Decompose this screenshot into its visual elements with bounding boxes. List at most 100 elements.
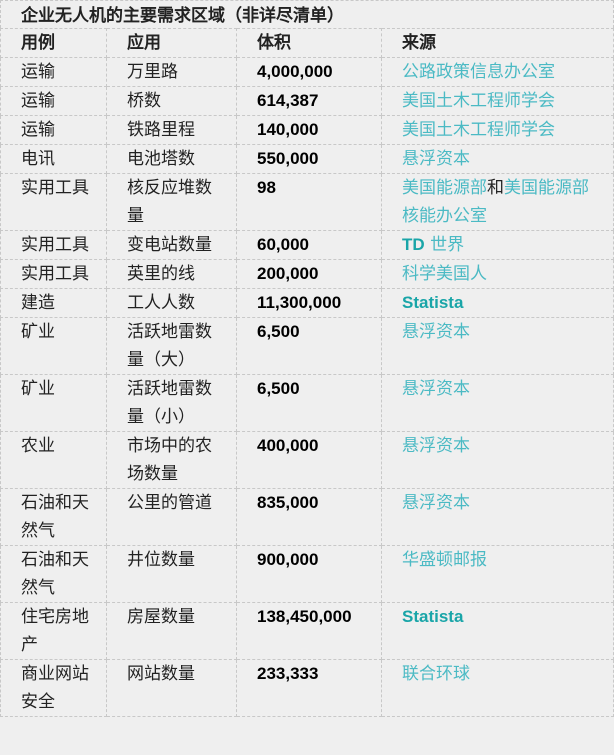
table-row: 实用工具 英里的线 200,000 科学美国人 bbox=[0, 259, 614, 289]
use-case-cell: 实用工具 bbox=[0, 259, 107, 289]
source-link[interactable]: 悬浮资本 bbox=[402, 149, 470, 169]
application-cell: 公里的管道 bbox=[106, 488, 237, 546]
source-cell: 悬浮资本 bbox=[381, 431, 614, 489]
application-cell: 变电站数量 bbox=[106, 230, 237, 260]
application-cell: 核反应堆数量 bbox=[106, 173, 237, 231]
volume-cell: 400,000 bbox=[236, 431, 382, 489]
source-link[interactable]: TD bbox=[402, 235, 425, 254]
volume-cell: 140,000 bbox=[236, 115, 382, 145]
source-link[interactable]: 悬浮资本 bbox=[402, 379, 470, 399]
source-link[interactable]: 美国能源部 bbox=[402, 178, 487, 198]
source-link[interactable]: 科学美国人 bbox=[402, 264, 487, 284]
application-cell: 电池塔数 bbox=[106, 144, 237, 174]
header-application: 应用 bbox=[106, 28, 237, 58]
volume-cell: 614,387 bbox=[236, 86, 382, 116]
use-case-cell: 石油和天然气 bbox=[0, 488, 107, 546]
volume-cell: 835,000 bbox=[236, 488, 382, 546]
use-case-cell: 实用工具 bbox=[0, 173, 107, 231]
use-case-cell: 建造 bbox=[0, 288, 107, 318]
source-link[interactable]: 悬浮资本 bbox=[402, 493, 470, 513]
volume-cell: 11,300,000 bbox=[236, 288, 382, 318]
application-cell: 桥数 bbox=[106, 86, 237, 116]
source-cell: 公路政策信息办公室 bbox=[381, 57, 614, 87]
application-cell: 万里路 bbox=[106, 57, 237, 87]
source-cell: 悬浮资本 bbox=[381, 317, 614, 375]
volume-cell: 233,333 bbox=[236, 659, 382, 717]
volume-cell: 6,500 bbox=[236, 374, 382, 432]
source-cell: 悬浮资本 bbox=[381, 488, 614, 546]
table-row: 运输 万里路 4,000,000 公路政策信息办公室 bbox=[0, 57, 614, 87]
application-cell: 活跃地雷数量（小） bbox=[106, 374, 237, 432]
source-cell: 悬浮资本 bbox=[381, 144, 614, 174]
header-source: 来源 bbox=[381, 28, 614, 58]
table-row: 石油和天然气 井位数量 900,000 华盛顿邮报 bbox=[0, 545, 614, 603]
application-cell: 英里的线 bbox=[106, 259, 237, 289]
header-use-case: 用例 bbox=[0, 28, 107, 58]
source-link[interactable]: Statista bbox=[402, 607, 464, 626]
source-cell: 美国土木工程师学会 bbox=[381, 115, 614, 145]
use-case-cell: 住宅房地产 bbox=[0, 602, 107, 660]
application-cell: 市场中的农场数量 bbox=[106, 431, 237, 489]
volume-cell: 138,450,000 bbox=[236, 602, 382, 660]
volume-cell: 4,000,000 bbox=[236, 57, 382, 87]
table-row: 运输 铁路里程 140,000 美国土木工程师学会 bbox=[0, 115, 614, 145]
source-cell: 华盛顿邮报 bbox=[381, 545, 614, 603]
volume-cell: 6,500 bbox=[236, 317, 382, 375]
application-cell: 工人人数 bbox=[106, 288, 237, 318]
table-row: 实用工具 变电站数量 60,000 TD 世界 bbox=[0, 230, 614, 260]
source-link[interactable]: 美国土木工程师学会 bbox=[402, 120, 555, 140]
table-row: 住宅房地产 房屋数量 138,450,000 Statista bbox=[0, 602, 614, 660]
source-link[interactable]: 华盛顿邮报 bbox=[402, 550, 487, 570]
table-row: 运输 桥数 614,387 美国土木工程师学会 bbox=[0, 86, 614, 116]
use-case-cell: 运输 bbox=[0, 115, 107, 145]
volume-cell: 60,000 bbox=[236, 230, 382, 260]
source-link[interactable]: 悬浮资本 bbox=[402, 322, 470, 342]
table-title: 企业无人机的主要需求区域（非详尽清单） bbox=[0, 0, 614, 28]
use-case-cell: 运输 bbox=[0, 57, 107, 87]
table-row: 实用工具 核反应堆数量 98 美国能源部和美国能源部核能办公室 bbox=[0, 173, 614, 231]
source-link[interactable]: 美国能源部核能办公室 bbox=[402, 178, 589, 226]
source-cell: 科学美国人 bbox=[381, 259, 614, 289]
header-volume: 体积 bbox=[236, 28, 382, 58]
volume-cell: 98 bbox=[236, 173, 382, 231]
use-case-cell: 矿业 bbox=[0, 317, 107, 375]
application-cell: 铁路里程 bbox=[106, 115, 237, 145]
volume-cell: 900,000 bbox=[236, 545, 382, 603]
source-cell: 美国土木工程师学会 bbox=[381, 86, 614, 116]
source-cell: Statista bbox=[381, 288, 614, 318]
use-case-cell: 电讯 bbox=[0, 144, 107, 174]
table-row: 石油和天然气 公里的管道 835,000 悬浮资本 bbox=[0, 488, 614, 546]
source-link[interactable]: 悬浮资本 bbox=[402, 436, 470, 456]
table-row: 矿业 活跃地雷数量（小） 6,500 悬浮资本 bbox=[0, 374, 614, 432]
volume-cell: 200,000 bbox=[236, 259, 382, 289]
use-case-cell: 实用工具 bbox=[0, 230, 107, 260]
application-cell: 网站数量 bbox=[106, 659, 237, 717]
source-cell: TD 世界 bbox=[381, 230, 614, 260]
use-case-cell: 农业 bbox=[0, 431, 107, 489]
demand-table: 用例 应用 体积 来源 运输 万里路 4,000,000 公路政策信息办公室 运输 桥数 6… bbox=[0, 28, 614, 717]
source-cell: 美国能源部和美国能源部核能办公室 bbox=[381, 173, 614, 231]
use-case-cell: 商业网站安全 bbox=[0, 659, 107, 717]
source-cell: 联合环球 bbox=[381, 659, 614, 717]
use-case-cell: 矿业 bbox=[0, 374, 107, 432]
volume-cell: 550,000 bbox=[236, 144, 382, 174]
application-cell: 活跃地雷数量（大） bbox=[106, 317, 237, 375]
source-link[interactable]: 世界 bbox=[424, 235, 465, 255]
source-link[interactable]: 美国土木工程师学会 bbox=[402, 91, 555, 111]
table-row: 矿业 活跃地雷数量（大） 6,500 悬浮资本 bbox=[0, 317, 614, 375]
table-row: 商业网站安全 网站数量 233,333 联合环球 bbox=[0, 659, 614, 717]
table-row: 农业 市场中的农场数量 400,000 悬浮资本 bbox=[0, 431, 614, 489]
source-link[interactable]: Statista bbox=[402, 293, 464, 312]
source-cell: Statista bbox=[381, 602, 614, 660]
source-link[interactable]: 联合环球 bbox=[402, 664, 470, 684]
header-row: 用例 应用 体积 来源 bbox=[0, 28, 614, 58]
table-row: 电讯 电池塔数 550,000 悬浮资本 bbox=[0, 144, 614, 174]
use-case-cell: 运输 bbox=[0, 86, 107, 116]
application-cell: 井位数量 bbox=[106, 545, 237, 603]
use-case-cell: 石油和天然气 bbox=[0, 545, 107, 603]
source-link[interactable]: 公路政策信息办公室 bbox=[402, 62, 555, 82]
source-cell: 悬浮资本 bbox=[381, 374, 614, 432]
table-row: 建造 工人人数 11,300,000 Statista bbox=[0, 288, 614, 318]
application-cell: 房屋数量 bbox=[106, 602, 237, 660]
source-text: 和 bbox=[487, 178, 504, 198]
